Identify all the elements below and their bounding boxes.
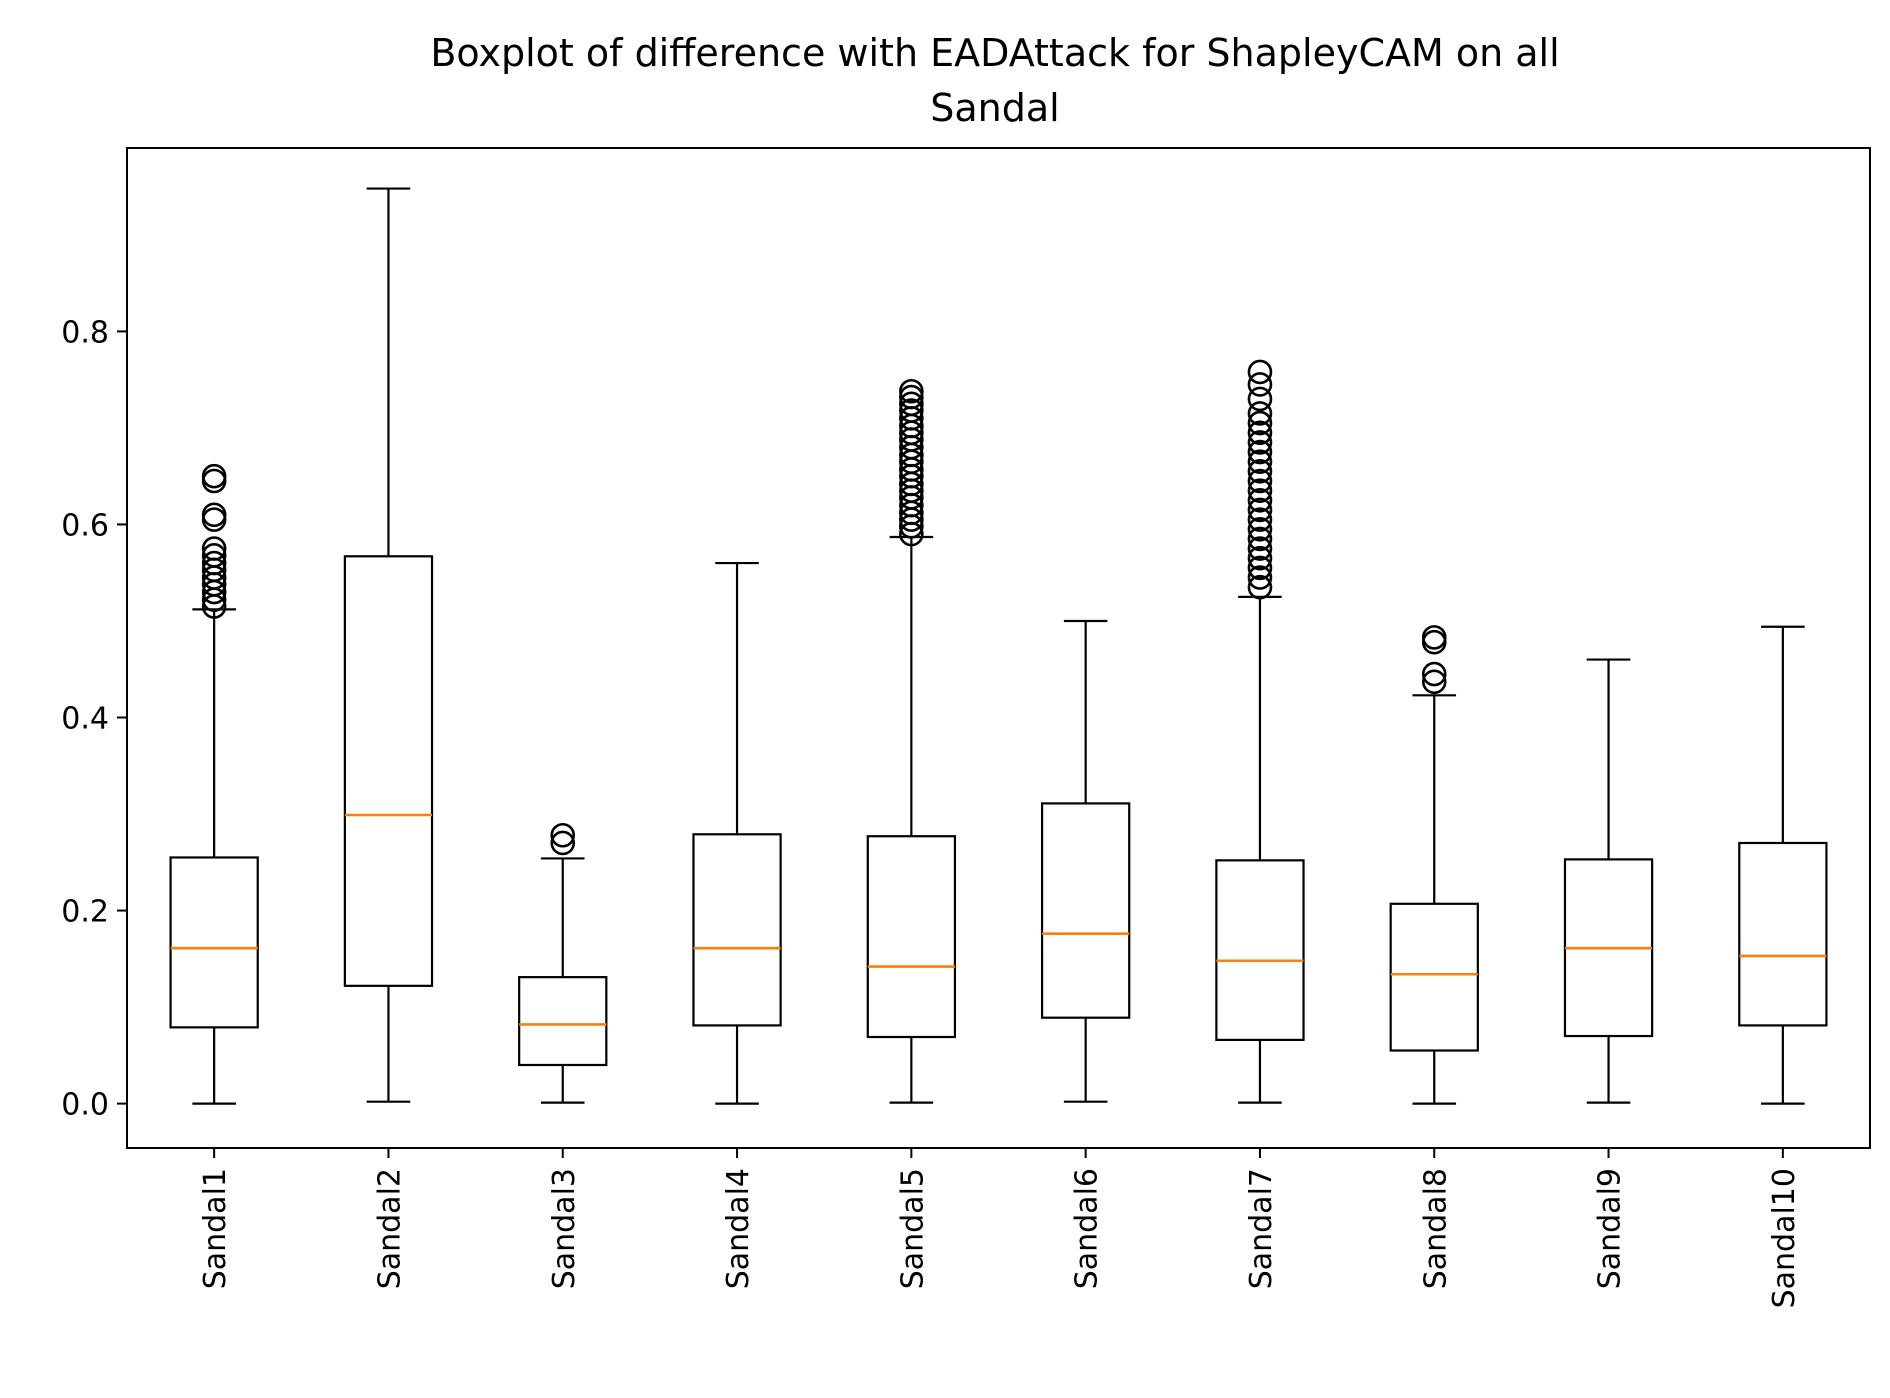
outlier-7-22 — [1247, 359, 1273, 385]
outlier-7-12 — [1247, 468, 1273, 494]
x-tick-label-4: Sandal4 — [721, 1168, 756, 1289]
y-tick-label-1: 0.2 — [61, 895, 109, 930]
outlier-7-16 — [1247, 430, 1273, 455]
outlier-7-3 — [1247, 555, 1273, 581]
outlier-5-19 — [899, 391, 924, 417]
outlier-8-1 — [1421, 669, 1447, 695]
outlier-7-5 — [1247, 536, 1273, 561]
outlier-7-8 — [1247, 507, 1273, 532]
x-tick-label-10: Sandal10 — [1767, 1168, 1802, 1308]
outlier-1-11 — [201, 502, 227, 528]
x-tick-label-6: Sandal6 — [1070, 1168, 1105, 1289]
chart-title-line-2: Sandal — [930, 86, 1059, 130]
box-7 — [1215, 859, 1305, 1041]
box-4 — [692, 833, 782, 1027]
outlier-7-20 — [1247, 386, 1273, 412]
x-tick-label-5: Sandal5 — [895, 1168, 930, 1289]
y-tick-label-2: 0.4 — [61, 701, 109, 736]
y-tick-label-0: 0.0 — [61, 1088, 109, 1123]
outlier-7-19 — [1247, 401, 1273, 426]
outlier-7-21 — [1247, 372, 1273, 397]
x-tick-label-2: Sandal2 — [372, 1168, 407, 1289]
chart-title-line-1: Boxplot of difference with EADAttack for… — [430, 31, 1559, 75]
outlier-7-10 — [1247, 488, 1273, 513]
outlier-7-2 — [1247, 565, 1273, 590]
outlier-7-15 — [1247, 439, 1273, 465]
x-tick-label-7: Sandal7 — [1244, 1168, 1279, 1289]
x-tick-label-8: Sandal8 — [1418, 1168, 1453, 1289]
outlier-1-13 — [201, 463, 227, 489]
outlier-7-1 — [1247, 574, 1273, 600]
outlier-5-20 — [899, 384, 924, 410]
x-tick-label-9: Sandal9 — [1593, 1168, 1628, 1289]
y-tick-label-3: 0.6 — [61, 508, 109, 543]
outlier-7-18 — [1247, 410, 1273, 436]
box-5 — [866, 835, 957, 1039]
outlier-8-2 — [1421, 661, 1447, 687]
outlier-7-9 — [1247, 497, 1273, 523]
box-6 — [1040, 802, 1131, 1019]
box-1 — [169, 856, 259, 1029]
outlier-7-11 — [1247, 478, 1273, 503]
outlier-5-18 — [899, 398, 924, 423]
outlier-1-8 — [201, 543, 227, 568]
outlier-8-4 — [1421, 625, 1447, 650]
y-tick-label-4: 0.8 — [61, 315, 109, 350]
outlier-1-9 — [201, 536, 227, 561]
box-8 — [1389, 902, 1479, 1052]
box-10 — [1738, 841, 1828, 1027]
outlier-7-6 — [1247, 526, 1273, 552]
outlier-1-7 — [201, 550, 227, 576]
plot-area: 0.0 0.2 0.4 0.6 0.8 Sandal1 Sandal2 Sandal3 Sand… — [61, 147, 1871, 1308]
outlier-7-17 — [1247, 420, 1273, 446]
outlier-7-14 — [1247, 449, 1273, 475]
outlier-7-4 — [1247, 545, 1273, 571]
axes-frame — [126, 147, 1871, 1149]
outlier-3-2 — [550, 822, 576, 848]
x-tick-label-3: Sandal3 — [547, 1168, 582, 1289]
outlier-7-7 — [1247, 516, 1273, 542]
x-tick-label-1: Sandal1 — [198, 1168, 233, 1289]
outlier-3-1 — [550, 830, 576, 856]
box-2 — [343, 555, 434, 987]
outlier-5-21 — [899, 378, 924, 404]
box-3 — [518, 976, 608, 1067]
outlier-7-13 — [1247, 459, 1273, 484]
